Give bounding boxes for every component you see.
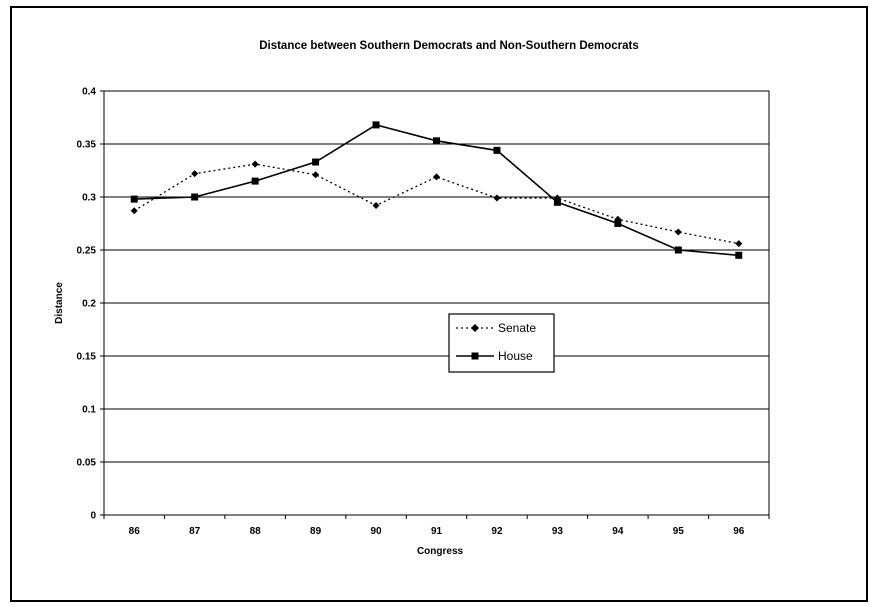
chart-frame xyxy=(10,6,868,602)
gridlines xyxy=(104,90,769,463)
x-tick-label: 91 xyxy=(431,526,443,537)
house-point xyxy=(493,146,501,154)
legend-house-label: House xyxy=(498,349,533,363)
y-tick-label: 0.2 xyxy=(82,299,96,310)
senate-point xyxy=(130,207,138,215)
senate-point xyxy=(433,173,440,181)
y-axis-ticks: 0 0.05 0.1 0.15 0.2 0.25 0.3 0.35 0.4 xyxy=(77,87,104,522)
legend-diamond-icon xyxy=(471,324,479,332)
y-tick-label: 0.25 xyxy=(77,246,97,257)
x-tick-label: 93 xyxy=(552,526,564,537)
y-tick-label: 0.05 xyxy=(77,458,97,469)
x-tick-label: 88 xyxy=(250,526,262,537)
y-tick-label: 0.4 xyxy=(82,87,96,98)
series-lines xyxy=(130,121,743,259)
y-tick-label: 0.15 xyxy=(77,352,97,363)
house-point xyxy=(433,137,440,145)
legend-square-icon xyxy=(471,352,479,360)
house-point xyxy=(251,177,259,185)
house-point xyxy=(372,121,380,129)
x-tick-label: 87 xyxy=(189,526,201,537)
senate-point xyxy=(312,171,320,179)
x-tick-label: 90 xyxy=(370,526,382,537)
x-axis-ticks: 86 87 88 89 90 91 92 93 94 95 96 xyxy=(103,515,770,537)
senate-point xyxy=(372,201,380,209)
x-tick-label: 94 xyxy=(612,526,624,537)
house-point xyxy=(553,198,561,206)
y-axis-label: Distance xyxy=(54,282,65,324)
x-tick-label: 95 xyxy=(673,526,685,537)
senate-point xyxy=(735,240,743,248)
house-point xyxy=(191,193,199,201)
y-tick-label: 0 xyxy=(90,511,96,522)
house-point xyxy=(674,246,682,254)
legend: Senate House xyxy=(448,313,555,373)
house-point xyxy=(735,251,743,259)
senate-point xyxy=(251,160,259,168)
x-tick-label: 92 xyxy=(491,526,503,537)
y-tick-label: 0.35 xyxy=(77,140,97,151)
house-point xyxy=(130,195,138,203)
y-tick-label: 0.1 xyxy=(82,405,96,416)
x-axis-label: Congress xyxy=(417,546,464,557)
legend-senate-label: Senate xyxy=(498,321,536,335)
x-tick-label: 96 xyxy=(733,526,745,537)
senate-line xyxy=(133,163,739,245)
senate-point xyxy=(191,170,199,178)
senate-point xyxy=(493,194,501,202)
house-point xyxy=(614,220,622,227)
chart-title: Distance between Southern Democrats and … xyxy=(259,40,639,52)
house-point xyxy=(312,158,320,166)
x-tick-label: 89 xyxy=(310,526,322,537)
x-tick-label: 86 xyxy=(129,526,141,537)
y-tick-label: 0.3 xyxy=(82,193,96,204)
senate-point xyxy=(674,228,682,236)
